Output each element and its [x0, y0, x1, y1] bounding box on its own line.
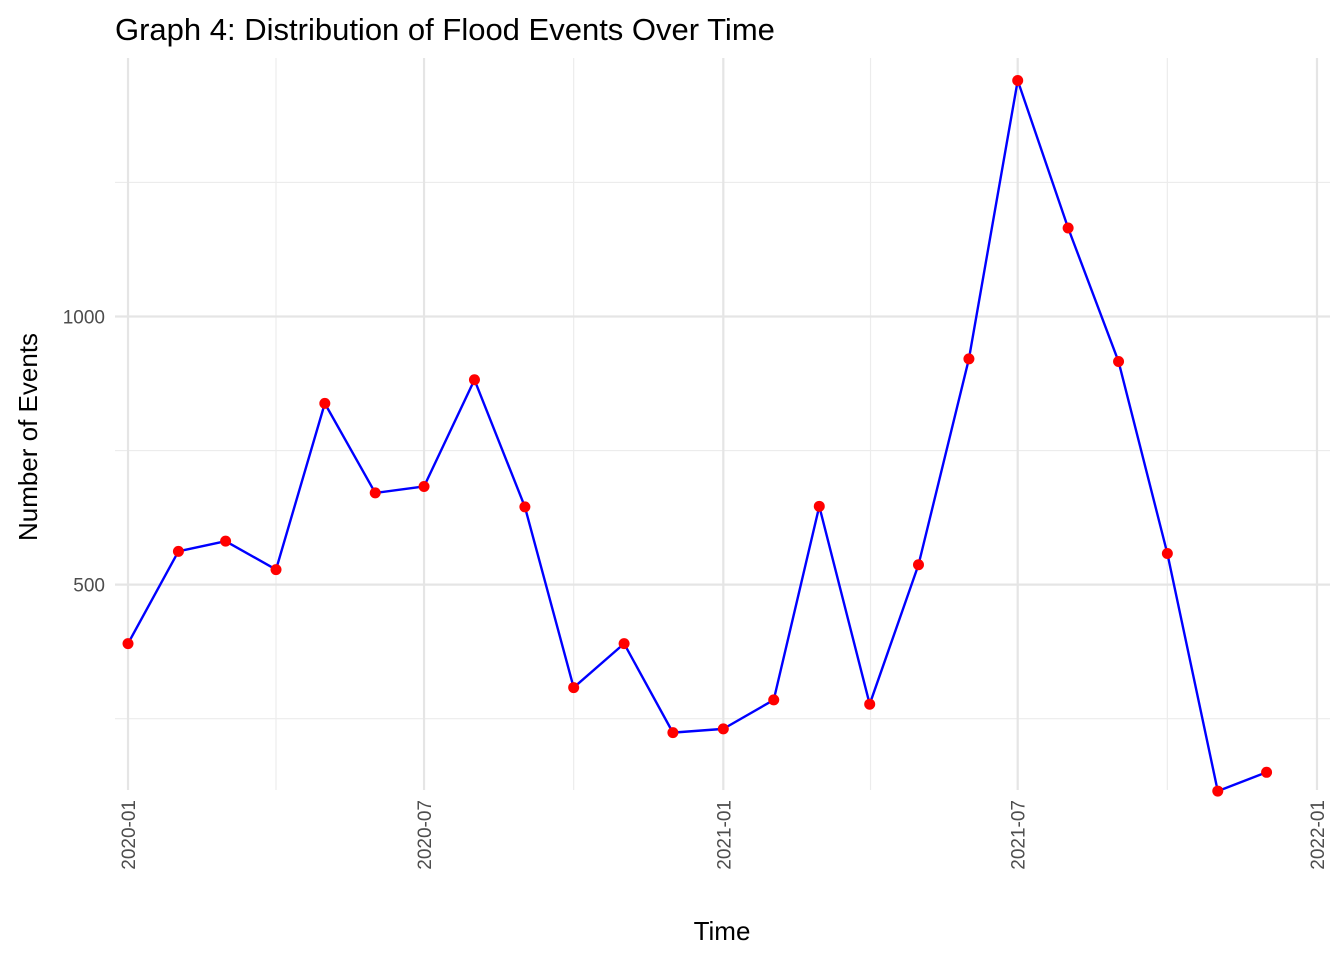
data-point [717, 723, 729, 735]
x-tick-label: 2022-01 [1308, 800, 1329, 870]
data-point [1212, 785, 1224, 797]
data-point [1261, 766, 1273, 778]
data-point [568, 682, 580, 694]
data-point [270, 564, 282, 576]
data-point [667, 727, 679, 739]
data-point [220, 535, 232, 547]
y-tick-label: 1000 [63, 307, 105, 328]
data-point [122, 638, 134, 650]
x-tick-label: 2021-07 [1009, 800, 1030, 870]
data-point [468, 374, 480, 386]
x-tick-label: 2020-01 [119, 800, 140, 870]
data-point [1161, 548, 1173, 560]
y-axis-tick-labels: 500 1000 [63, 307, 105, 596]
x-tick-label: 2020-07 [415, 800, 436, 870]
x-axis-tick-labels: 2020-01 2020-07 2021-01 2021-07 2022-01 [119, 800, 1329, 870]
data-point [172, 545, 184, 557]
data-point [912, 559, 924, 571]
data-point [864, 698, 876, 710]
chart-title: Graph 4: Distribution of Flood Events Ov… [115, 12, 775, 47]
x-axis-title: Time [694, 916, 751, 946]
y-tick-label: 500 [73, 576, 105, 597]
data-point [369, 487, 381, 499]
data-point [768, 694, 780, 706]
major-gridlines [115, 58, 1330, 790]
series-line [126, 79, 1268, 793]
data-point [963, 353, 975, 365]
data-point [519, 501, 531, 513]
data-point [1113, 356, 1125, 368]
data-points [122, 75, 1273, 797]
data-point [1012, 75, 1024, 87]
data-point [1062, 222, 1074, 234]
x-tick-label: 2021-01 [714, 800, 735, 870]
y-axis-title: Number of Events [13, 333, 43, 541]
data-point [418, 480, 430, 492]
data-point [319, 397, 331, 409]
data-point [618, 638, 630, 650]
data-point [813, 500, 825, 512]
